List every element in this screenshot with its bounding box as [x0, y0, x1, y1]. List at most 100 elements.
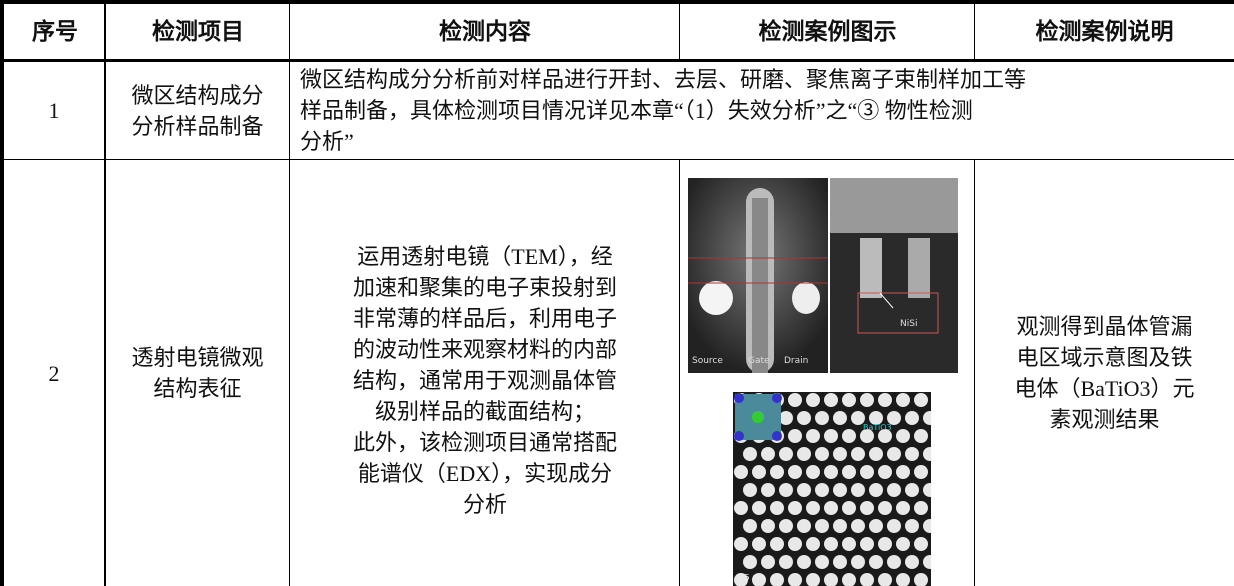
lattice-dot	[806, 537, 820, 551]
lattice-dot	[734, 465, 748, 479]
lattice-dot	[860, 393, 874, 407]
lattice-dot	[851, 411, 865, 425]
lattice-dot	[923, 411, 931, 425]
lattice-dot	[914, 537, 928, 551]
lattice-dot	[860, 537, 874, 551]
lattice-dot	[752, 465, 766, 479]
lattice-dot	[860, 465, 874, 479]
border	[0, 59, 1234, 62]
border	[679, 160, 680, 586]
header-text: 检测项目	[152, 19, 244, 44]
content-cell: 微区结构成分分析前对样品进行开封、去层、研磨、聚焦离子束制样加工等 样品制备，具体…	[300, 62, 1230, 159]
image-label: Drain	[784, 356, 808, 366]
border	[974, 0, 975, 60]
lattice-dot	[914, 501, 928, 515]
lattice-dot	[869, 555, 883, 569]
lattice-dot	[815, 555, 829, 569]
header-text: 序号	[32, 19, 78, 44]
lattice-dot	[743, 555, 757, 569]
lattice-dot	[878, 573, 892, 586]
lattice-dot	[752, 501, 766, 515]
lattice-dot	[824, 537, 838, 551]
lattice-dot	[734, 501, 748, 515]
lattice-dot	[851, 555, 865, 569]
item-line: 微区结构成分	[131, 82, 264, 108]
border	[679, 0, 680, 60]
lattice-dot	[788, 573, 802, 586]
lattice-dot	[914, 393, 928, 407]
lattice-dot	[914, 465, 928, 479]
number-cell: 1	[4, 62, 104, 159]
lattice-dot	[833, 519, 847, 533]
header-cell: 序号	[4, 4, 106, 59]
lattice-dot	[833, 483, 847, 497]
number-cell: 2	[4, 160, 104, 586]
lattice-dot	[905, 447, 919, 461]
lattice-dot	[842, 573, 856, 586]
border	[0, 0, 1234, 4]
lattice-dot	[869, 483, 883, 497]
lattice-dot	[797, 411, 811, 425]
lattice-dot	[824, 393, 838, 407]
lattice-dot	[797, 519, 811, 533]
content-line: 结构，通常用于观测晶体管	[352, 368, 617, 393]
lattice-dot	[761, 447, 775, 461]
image-label: Gate	[748, 356, 770, 366]
header-cell: 检测内容	[290, 4, 680, 59]
tem-image: Source Gate Drain NiSi	[688, 178, 958, 373]
lattice-dot	[770, 537, 784, 551]
description-line: 观测得到晶体管漏	[1016, 314, 1193, 339]
lattice-dot	[770, 501, 784, 515]
lattice-dot	[905, 555, 919, 569]
lattice-dot	[860, 573, 874, 586]
lattice-dot	[761, 519, 775, 533]
lattice-dot	[914, 429, 928, 443]
lattice-dot	[887, 555, 901, 569]
lattice-dot	[743, 447, 757, 461]
content-line: 分析	[462, 492, 507, 517]
lattice-dot	[842, 537, 856, 551]
item-line: 透射电镜微观	[131, 345, 264, 370]
lattice-dot	[869, 519, 883, 533]
lattice-dot	[779, 555, 793, 569]
border	[0, 0, 4, 586]
lattice-dot	[815, 447, 829, 461]
lattice-dot	[797, 447, 811, 461]
lattice-dot	[878, 393, 892, 407]
lattice-dot	[896, 573, 910, 586]
lattice-dot	[824, 573, 838, 586]
description-line: 电区域示意图及铁	[1016, 345, 1193, 370]
header-cell: 检测案例说明	[975, 4, 1234, 59]
lattice-dot	[824, 429, 838, 443]
border	[974, 160, 975, 586]
description-line: 素观测结果	[1049, 407, 1160, 432]
lattice-dot	[806, 501, 820, 515]
lattice-dot	[923, 447, 931, 461]
content-line: 此外，该检测项目通常搭配	[352, 430, 617, 455]
image-label: Source	[692, 356, 723, 366]
lattice-dot	[752, 573, 766, 586]
header-cell: 检测项目	[106, 4, 290, 59]
lattice-dot	[788, 465, 802, 479]
lattice-dot	[788, 429, 802, 443]
image-label: 0.5 nm	[737, 573, 765, 582]
content-line: 的波动性来观察材料的内部	[352, 337, 617, 362]
lattice-dot	[869, 411, 883, 425]
lattice-dot	[896, 429, 910, 443]
lattice-dot	[896, 537, 910, 551]
lattice-dot	[815, 411, 829, 425]
lattice-dot	[842, 429, 856, 443]
lattice-dot	[905, 519, 919, 533]
item-cell: 透射电镜微观 结构表征	[106, 160, 289, 586]
lattice-dot	[743, 519, 757, 533]
lattice-dot	[734, 573, 748, 586]
item-line: 分析样品制备	[131, 113, 264, 139]
lattice-dot	[896, 501, 910, 515]
lattice-dot	[833, 447, 847, 461]
number: 1	[48, 98, 60, 123]
lattice-dot	[833, 411, 847, 425]
lattice-dot	[887, 411, 901, 425]
lattice-dot	[869, 447, 883, 461]
lattice-dot	[905, 483, 919, 497]
